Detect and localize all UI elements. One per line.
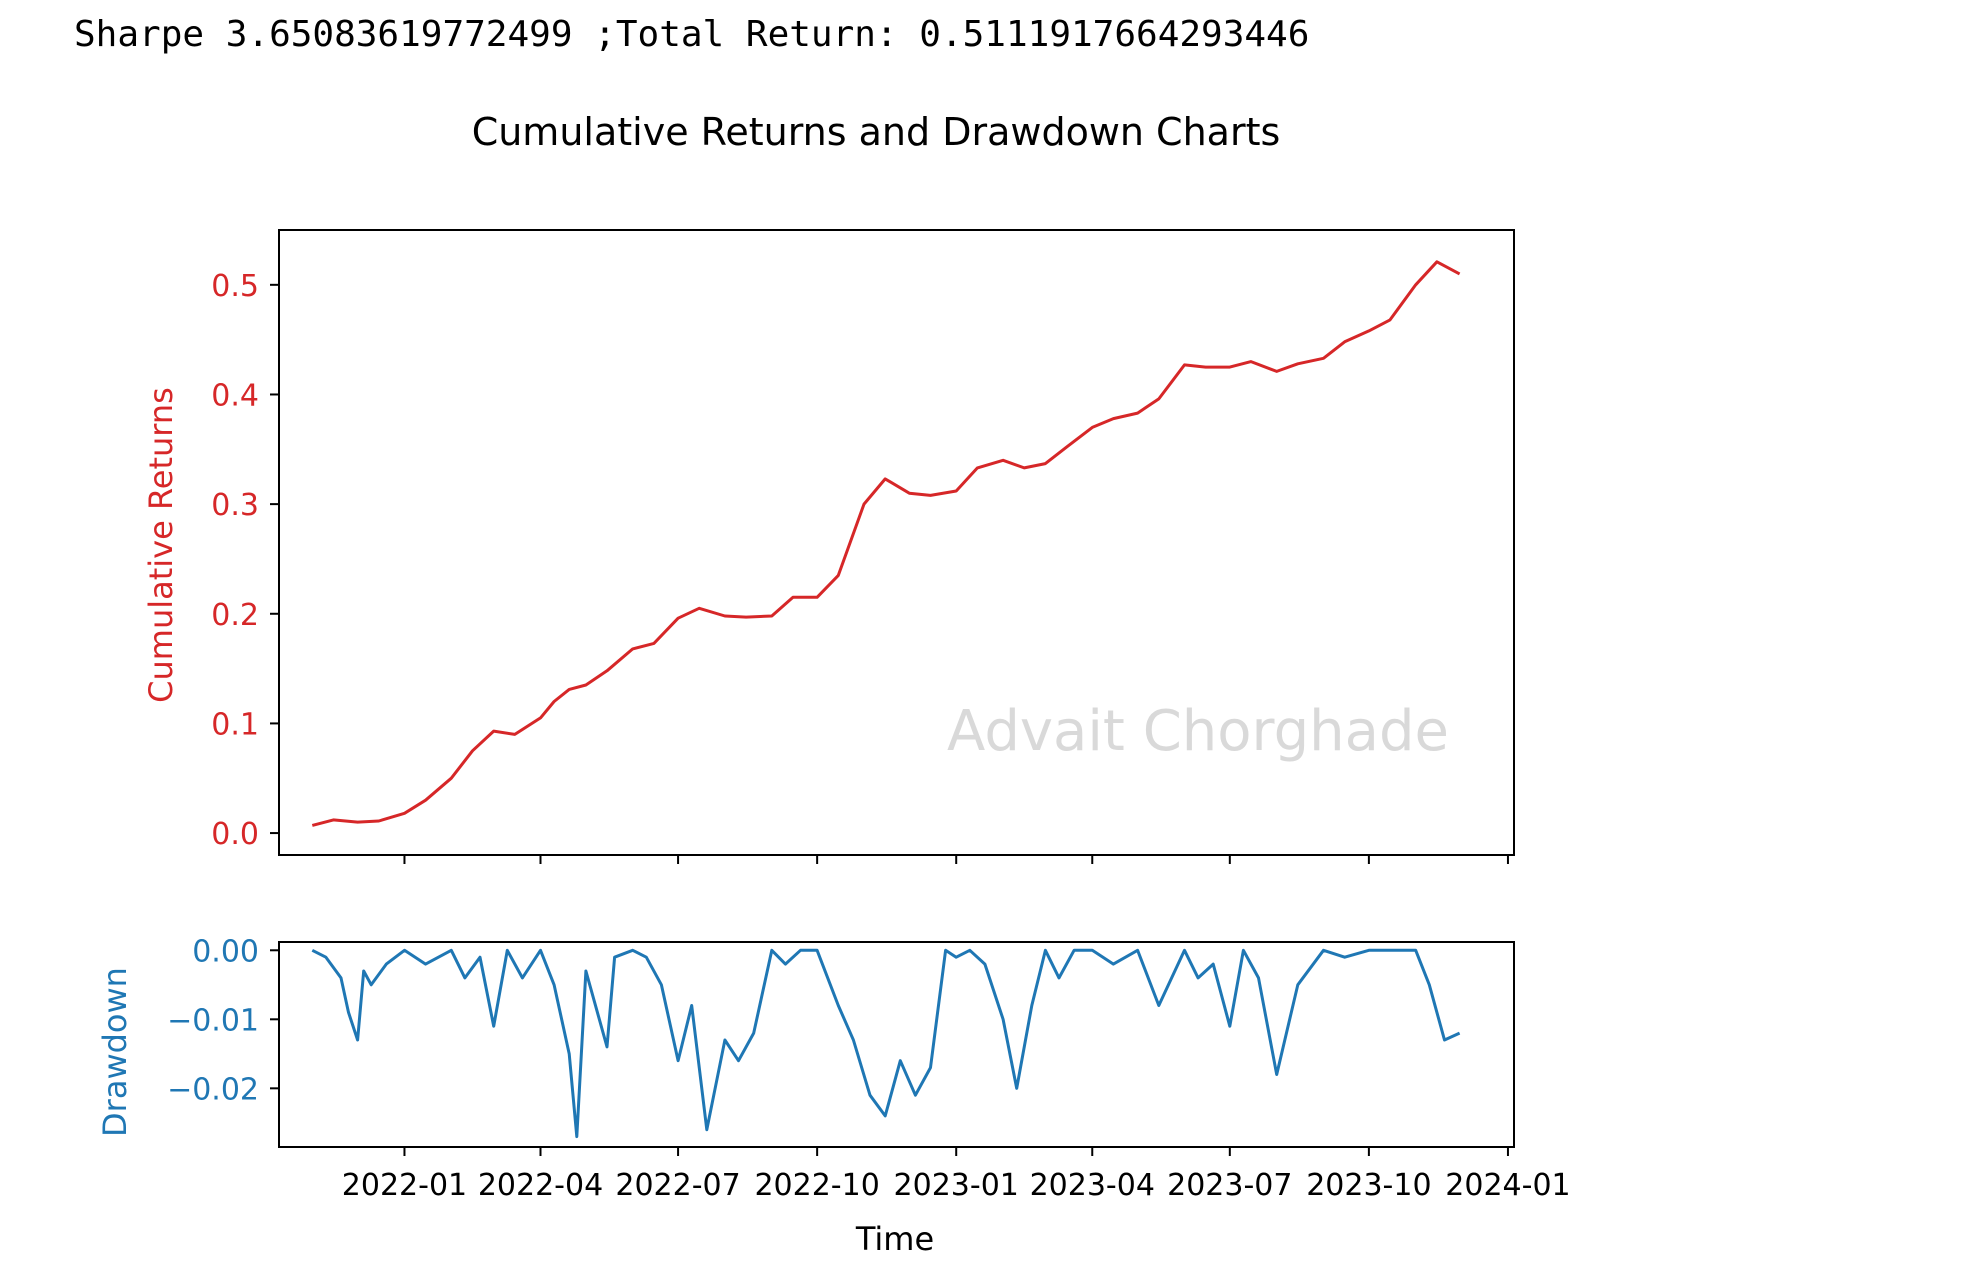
cumulative-returns-y-tick-label: 0.4 xyxy=(211,378,259,413)
console-output-line: Sharpe 3.65083619772499 ;Total Return: 0… xyxy=(74,14,1310,55)
drawdown-y-tick-label: −0.01 xyxy=(167,1003,259,1038)
cumulative-returns-panel: Advait Chorghade 0.0 0.1 0.2 0.3 0.4 0.5 Cumu… xyxy=(142,229,1515,864)
drawdown-x-axis-label: Time xyxy=(855,1220,934,1258)
cumulative-returns-y-tick-label: 0.3 xyxy=(211,488,259,523)
drawdown-x-tick-label: 2023-10 xyxy=(1306,1168,1431,1203)
cumulative-returns-y-tick-label: 0.0 xyxy=(211,817,259,852)
cumulative-returns-y-tick-label: 0.5 xyxy=(211,269,259,304)
drawdown-x-tick-label: 2023-07 xyxy=(1167,1168,1292,1203)
drawdown-y-axis-label: Drawdown xyxy=(96,967,134,1137)
cumulative-returns-y-tick-label: 0.2 xyxy=(211,598,259,633)
drawdown-x-tick-label: 2022-10 xyxy=(754,1168,879,1203)
drawdown-y-ticks: 0.00 −0.01 −0.02 xyxy=(167,934,279,1107)
drawdown-x-tick-label: 2022-01 xyxy=(342,1168,467,1203)
cumulative-returns-y-ticks: 0.0 0.1 0.2 0.3 0.4 0.5 xyxy=(211,269,279,852)
drawdown-x-tick-label: 2022-04 xyxy=(478,1168,603,1203)
cumulative-returns-line xyxy=(311,260,1461,827)
drawdown-x-tick-label: 2022-07 xyxy=(615,1168,740,1203)
cumulative-returns-y-tick-label: 0.1 xyxy=(211,707,259,742)
drawdown-axes-frame xyxy=(278,941,1515,1148)
drawdown-x-tick-label: 2024-01 xyxy=(1445,1168,1570,1203)
drawdown-x-ticks: 2022-01 2022-04 2022-07 2022-10 2023-01 2023-… xyxy=(342,1147,1571,1203)
drawdown-line xyxy=(311,948,1461,1139)
drawdown-x-tick-label: 2023-01 xyxy=(894,1168,1019,1203)
drawdown-y-tick-label: −0.02 xyxy=(167,1072,259,1107)
drawdown-x-tick-label: 2023-04 xyxy=(1030,1168,1155,1203)
cumulative-returns-y-axis-label: Cumulative Returns xyxy=(142,387,180,703)
cumulative-returns-x-ticks xyxy=(403,855,1509,864)
drawdown-panel: 0.00−0.01−0.02 2022-01 2022-04 2022-07 2022… xyxy=(96,934,1571,1258)
drawdown-series-group xyxy=(311,948,1461,1139)
cumulative-returns-axes-frame xyxy=(278,229,1515,856)
cumulative-returns-series-group xyxy=(311,260,1461,827)
drawdown-y-tick-label: 0.00 xyxy=(192,934,259,969)
watermark-text: Advait Chorghade xyxy=(947,699,1449,764)
figure-suptitle: Cumulative Returns and Drawdown Charts xyxy=(472,110,1281,154)
